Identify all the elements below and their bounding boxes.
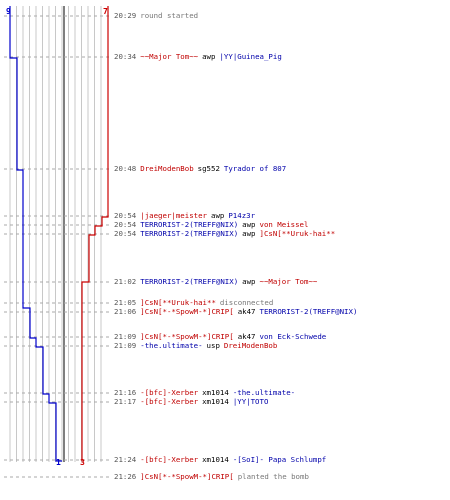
blue-end-count: 1	[56, 458, 61, 467]
event-part: -[bfc]-Xerber	[140, 397, 199, 406]
event-row: 21:24 -[bfc]-Xerber xm1014 -[SoI]- Papa Sch…	[114, 455, 330, 465]
event-part: TERRORIST-2(TREFF@NIX)	[140, 277, 239, 286]
red-team-alive-line	[81, 6, 109, 461]
event-row: 20:54 |jaeger|meister awp P14z3r	[114, 211, 259, 221]
event-row: 21:09]CsN[*-*SpowM-*]CRIP[ak47 von Eck-Sc…	[114, 332, 330, 342]
event-row: 21:26]CsN[*-*SpowM-*]CRIP[planted the bo…	[114, 472, 313, 482]
event-row: 21:17 -[bfc]-Xerber xm1014 |YY|TOTO	[114, 397, 272, 407]
event-part: round started	[140, 11, 199, 20]
event-part: von Meissel	[259, 220, 309, 229]
event-part: P14z3r	[228, 211, 256, 220]
event-part: TERRORIST-2(TREFF@NIX)	[140, 229, 239, 238]
event-part: -the.ultimate-	[232, 388, 296, 397]
event-time: 21:06	[114, 307, 137, 316]
event-part: awp	[202, 52, 216, 61]
event-part: |YY|TOTO	[232, 397, 269, 406]
event-part: |jaeger|meister	[140, 211, 207, 220]
event-part: disconnected	[219, 298, 274, 307]
blue-team-alive-line	[9, 6, 62, 462]
red-end-count: 3	[80, 458, 85, 467]
event-row: 20:54 TERRORIST-2(TREFF@NIX) awp]CsN[**Uru…	[114, 229, 339, 239]
event-time: 20:34	[114, 52, 137, 61]
event-row: 21:05]CsN[**Uruk-hai** disconnected	[114, 298, 277, 308]
red-start-count: 7	[103, 7, 108, 16]
event-time: 21:09	[114, 341, 137, 350]
event-part: xm1014	[202, 455, 229, 464]
event-time: 21:16	[114, 388, 137, 397]
event-part: ~~Major Tom~~	[140, 52, 199, 61]
event-part: sg552	[197, 164, 220, 173]
event-part: |YY|Guinea_Pig	[219, 52, 282, 61]
event-part: TERRORIST-2(TREFF@NIX)	[140, 220, 239, 229]
event-row: 20:48 DreiModenBob sg552 Tyrador of 807	[114, 164, 290, 174]
event-part: DreiModenBob	[140, 164, 194, 173]
event-part: von Eck-Schwede	[259, 332, 327, 341]
event-time: 21:02	[114, 277, 137, 286]
event-part: ak47	[237, 332, 256, 341]
event-row: 20:29 round started	[114, 11, 202, 21]
event-part: ]CsN[*-*SpowM-*]CRIP[	[140, 472, 234, 481]
event-row: 20:54 TERRORIST-2(TREFF@NIX) awp von Meisse…	[114, 220, 312, 230]
event-time: 21:26	[114, 472, 137, 481]
event-part: -[SoI]- Papa Schlumpf	[232, 455, 327, 464]
event-row: 21:02 TERRORIST-2(TREFF@NIX) awp ~~Major To…	[114, 277, 321, 287]
event-part: -[bfc]-Xerber	[140, 455, 199, 464]
event-part: DreiModenBob	[223, 341, 278, 350]
event-part: awp	[242, 229, 256, 238]
event-time: 20:54	[114, 211, 137, 220]
event-part: awp	[242, 220, 256, 229]
event-time: 20:54	[114, 229, 137, 238]
event-part: ~~Major Tom~~	[259, 277, 318, 286]
event-part: -[bfc]-Xerber	[140, 388, 199, 397]
event-part: ]CsN[**Uruk-hai**	[259, 229, 336, 238]
event-part: awp	[211, 211, 225, 220]
event-part: usp	[206, 341, 220, 350]
event-time: 20:54	[114, 220, 137, 229]
event-row: 21:16 -[bfc]-Xerber xm1014 -the.ultimate-	[114, 388, 299, 398]
event-time: 21:17	[114, 397, 137, 406]
event-part: xm1014	[202, 388, 229, 397]
event-time: 20:29	[114, 11, 137, 20]
event-time: 21:09	[114, 332, 137, 341]
event-time: 21:24	[114, 455, 137, 464]
event-part: Tyrador of 807	[223, 164, 287, 173]
event-part: ]CsN[*-*SpowM-*]CRIP[	[140, 307, 234, 316]
event-row: 21:09 -the.ultimate-usp DreiModenBob	[114, 341, 281, 351]
event-part: ak47	[237, 307, 256, 316]
event-part: ]CsN[*-*SpowM-*]CRIP[	[140, 332, 234, 341]
event-part: ]CsN[**Uruk-hai**	[140, 298, 216, 307]
event-part: planted the bomb	[237, 472, 309, 481]
event-time: 20:48	[114, 164, 137, 173]
event-part: -the.ultimate-	[140, 341, 203, 350]
event-row: 20:34 ~~Major Tom~~ awp |YY|Guinea_Pig	[114, 52, 286, 62]
event-time: 21:05	[114, 298, 137, 307]
event-part: awp	[242, 277, 256, 286]
event-row: 21:06]CsN[*-*SpowM-*]CRIP[ak47 TERRORIST-…	[114, 307, 361, 317]
event-part: xm1014	[202, 397, 229, 406]
blue-start-count: 9	[6, 7, 11, 16]
event-part: TERRORIST-2(TREFF@NIX)	[259, 307, 358, 316]
